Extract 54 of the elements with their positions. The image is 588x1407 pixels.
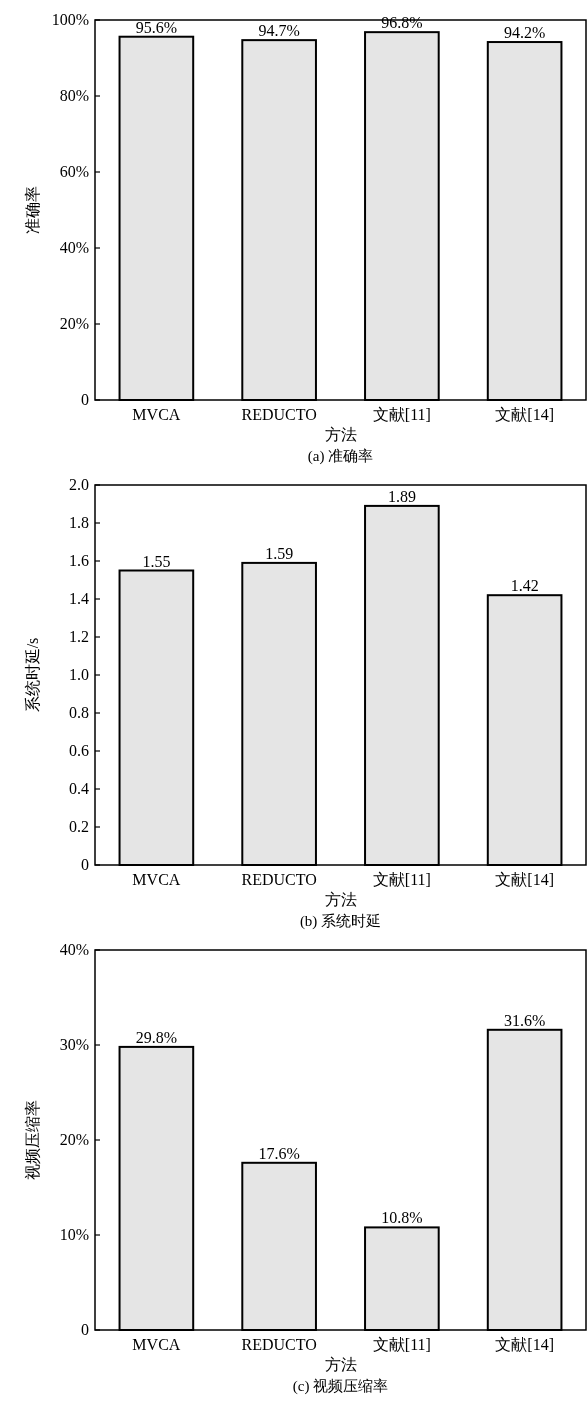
x-tick-label: MVCA (132, 871, 181, 888)
y-tick-label: 1.4 (69, 590, 89, 607)
y-tick-label: 60% (59, 163, 89, 180)
y-axis-title: 视频压缩率 (24, 1100, 41, 1180)
data-label: 94.7% (258, 22, 300, 40)
text: (c) 视频压缩率 (292, 1378, 389, 1395)
data-label: 17.6% (258, 1144, 300, 1162)
data-label: 10.8% (381, 1209, 423, 1227)
data-label: 29.8% (135, 1028, 178, 1046)
y-tick-label: 1.6 (69, 552, 89, 569)
x-tick-label: 文献[11] (372, 406, 431, 423)
x-tick-label: REDUCTO (241, 1336, 317, 1353)
y-tick-label: 30% (59, 1036, 89, 1053)
y-tick-label: 0.2 (69, 818, 89, 835)
x-axis-title: 方法 (324, 891, 357, 908)
y-tick-label: 100% (51, 11, 89, 28)
x-tick-label: 文献[14] (495, 871, 554, 888)
y-tick-label: 0.4 (69, 780, 89, 797)
y-tick-label: 0.6 (69, 742, 89, 759)
x-tick-label: 文献[14] (495, 406, 554, 423)
x-tick-label: 文献[11] (372, 1336, 431, 1353)
data-label: 31.6% (503, 1011, 546, 1029)
y-tick-label: 0 (81, 391, 89, 408)
y-tick-label: 40% (59, 941, 89, 958)
y-tick-label: 20% (59, 315, 89, 332)
y-tick-label: 20% (59, 1131, 89, 1148)
x-tick-label: 文献[11] (372, 871, 431, 888)
x-axis-title: 方法 (324, 1356, 357, 1373)
x-tick-label: MVCA (132, 1336, 181, 1353)
x-tick-label: 文献[14] (495, 1336, 554, 1353)
x-axis-title: 方法 (324, 426, 357, 443)
x-tick-label: MVCA (132, 406, 181, 423)
y-tick-label: 1.0 (69, 666, 89, 683)
text: (b) 系统时延 (299, 913, 382, 930)
y-axis-title: 系统时延/s (24, 637, 41, 713)
x-tick-label: REDUCTO (241, 871, 317, 888)
y-axis-title: 准确率 (24, 186, 41, 234)
data-label: 95.6% (135, 18, 178, 36)
y-tick-label: 1.8 (69, 514, 89, 531)
data-label: 1.55 (142, 552, 171, 570)
y-tick-label: 80% (59, 87, 89, 104)
y-tick-label: 1.2 (69, 628, 89, 645)
y-tick-label: 0 (81, 856, 89, 873)
data-label: 1.59 (265, 544, 294, 562)
data-label: 94.2% (503, 24, 546, 42)
y-tick-label: 0 (81, 1321, 89, 1338)
y-tick-label: 40% (59, 239, 89, 256)
y-tick-label: 2.0 (69, 476, 89, 493)
data-label: 1.42 (510, 577, 539, 595)
text: (a) 准确率 (307, 448, 374, 465)
y-tick-label: 10% (59, 1226, 89, 1243)
x-tick-label: REDUCTO (241, 406, 317, 423)
data-label: 1.89 (387, 487, 416, 505)
y-tick-label: 0.8 (69, 704, 89, 721)
